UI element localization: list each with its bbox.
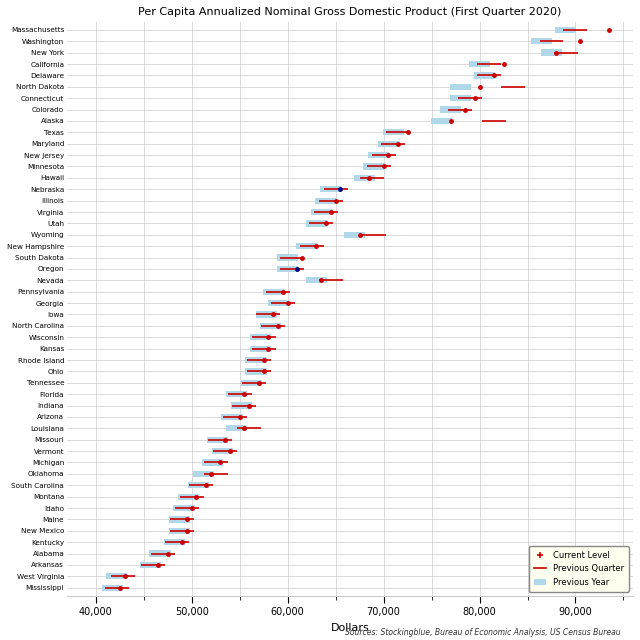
FancyBboxPatch shape xyxy=(469,61,490,67)
FancyBboxPatch shape xyxy=(268,300,289,306)
FancyBboxPatch shape xyxy=(364,163,385,170)
FancyBboxPatch shape xyxy=(310,209,332,215)
FancyBboxPatch shape xyxy=(260,323,281,329)
FancyBboxPatch shape xyxy=(296,243,317,250)
FancyBboxPatch shape xyxy=(188,482,209,488)
FancyBboxPatch shape xyxy=(169,516,190,522)
FancyBboxPatch shape xyxy=(450,84,471,90)
FancyBboxPatch shape xyxy=(173,505,195,511)
FancyBboxPatch shape xyxy=(354,175,375,181)
FancyBboxPatch shape xyxy=(541,49,562,56)
FancyBboxPatch shape xyxy=(231,403,252,409)
FancyBboxPatch shape xyxy=(320,186,341,193)
FancyBboxPatch shape xyxy=(245,368,266,374)
FancyBboxPatch shape xyxy=(227,391,247,397)
FancyBboxPatch shape xyxy=(227,425,247,431)
FancyBboxPatch shape xyxy=(250,346,271,352)
FancyBboxPatch shape xyxy=(556,27,577,33)
FancyBboxPatch shape xyxy=(531,38,552,44)
FancyBboxPatch shape xyxy=(306,277,327,284)
FancyBboxPatch shape xyxy=(344,232,365,238)
X-axis label: Dollars: Dollars xyxy=(331,623,369,633)
FancyBboxPatch shape xyxy=(440,106,461,113)
FancyBboxPatch shape xyxy=(306,220,327,227)
FancyBboxPatch shape xyxy=(474,72,495,79)
FancyBboxPatch shape xyxy=(378,141,399,147)
FancyBboxPatch shape xyxy=(450,95,471,101)
FancyBboxPatch shape xyxy=(221,414,243,420)
FancyBboxPatch shape xyxy=(106,573,127,579)
FancyBboxPatch shape xyxy=(316,198,337,204)
FancyBboxPatch shape xyxy=(368,152,389,158)
FancyBboxPatch shape xyxy=(277,266,298,272)
Legend: Current Level, Previous Quarter, Previous Year: Current Level, Previous Quarter, Previou… xyxy=(529,546,629,591)
FancyBboxPatch shape xyxy=(245,357,266,363)
FancyBboxPatch shape xyxy=(383,129,404,136)
FancyBboxPatch shape xyxy=(140,562,161,568)
FancyBboxPatch shape xyxy=(250,334,271,340)
FancyBboxPatch shape xyxy=(241,380,262,386)
FancyBboxPatch shape xyxy=(262,289,284,295)
FancyBboxPatch shape xyxy=(212,448,233,454)
FancyBboxPatch shape xyxy=(256,311,277,317)
FancyBboxPatch shape xyxy=(207,436,228,443)
FancyBboxPatch shape xyxy=(431,118,452,124)
FancyBboxPatch shape xyxy=(102,584,123,591)
FancyBboxPatch shape xyxy=(169,527,190,534)
Text: Sources: Stockingblue, Bureau of Economic Analysis, US Census Bureau: Sources: Stockingblue, Bureau of Economi… xyxy=(345,628,621,637)
Title: Per Capita Annualized Nominal Gross Domestic Product (First Quarter 2020): Per Capita Annualized Nominal Gross Dome… xyxy=(138,7,562,17)
FancyBboxPatch shape xyxy=(202,460,223,466)
FancyBboxPatch shape xyxy=(179,493,200,500)
FancyBboxPatch shape xyxy=(164,539,185,545)
FancyBboxPatch shape xyxy=(277,255,298,260)
FancyBboxPatch shape xyxy=(193,471,214,477)
FancyBboxPatch shape xyxy=(150,550,171,557)
